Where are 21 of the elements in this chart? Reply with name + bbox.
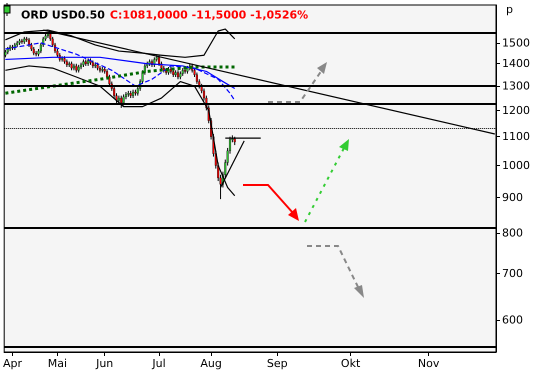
y-tick-label: 1300 — [502, 80, 530, 93]
x-tick-label: Mai — [48, 357, 68, 370]
y-tick-label: 900 — [502, 190, 524, 204]
chart-subtitle: C:1081,0000 -11,5000 -1,0526% — [110, 8, 308, 22]
x-tick-label: Jul — [151, 357, 166, 370]
y-axis-title: p — [506, 3, 513, 16]
y-tick-label: 800 — [502, 226, 524, 240]
x-tick-label: Apr — [2, 357, 22, 370]
y-tick-label: 600 — [502, 314, 524, 327]
y-tick-label: 1100 — [502, 130, 530, 144]
x-tick-label: Sep — [266, 357, 288, 370]
y-tick-label: 1500 — [502, 36, 530, 50]
chart-title: ORD USD0.50 — [21, 8, 106, 22]
y-tick-label: 700 — [502, 266, 524, 280]
x-tick-label: Okt — [340, 357, 361, 370]
x-tick-label: Jun — [95, 357, 114, 370]
y-tick-label: 1400 — [502, 57, 530, 70]
y-tick-label: 1000 — [502, 159, 530, 172]
y-tick-label: 1200 — [502, 104, 530, 117]
x-tick-label: Nov — [418, 357, 440, 370]
x-tick-label: Aug — [200, 357, 222, 370]
